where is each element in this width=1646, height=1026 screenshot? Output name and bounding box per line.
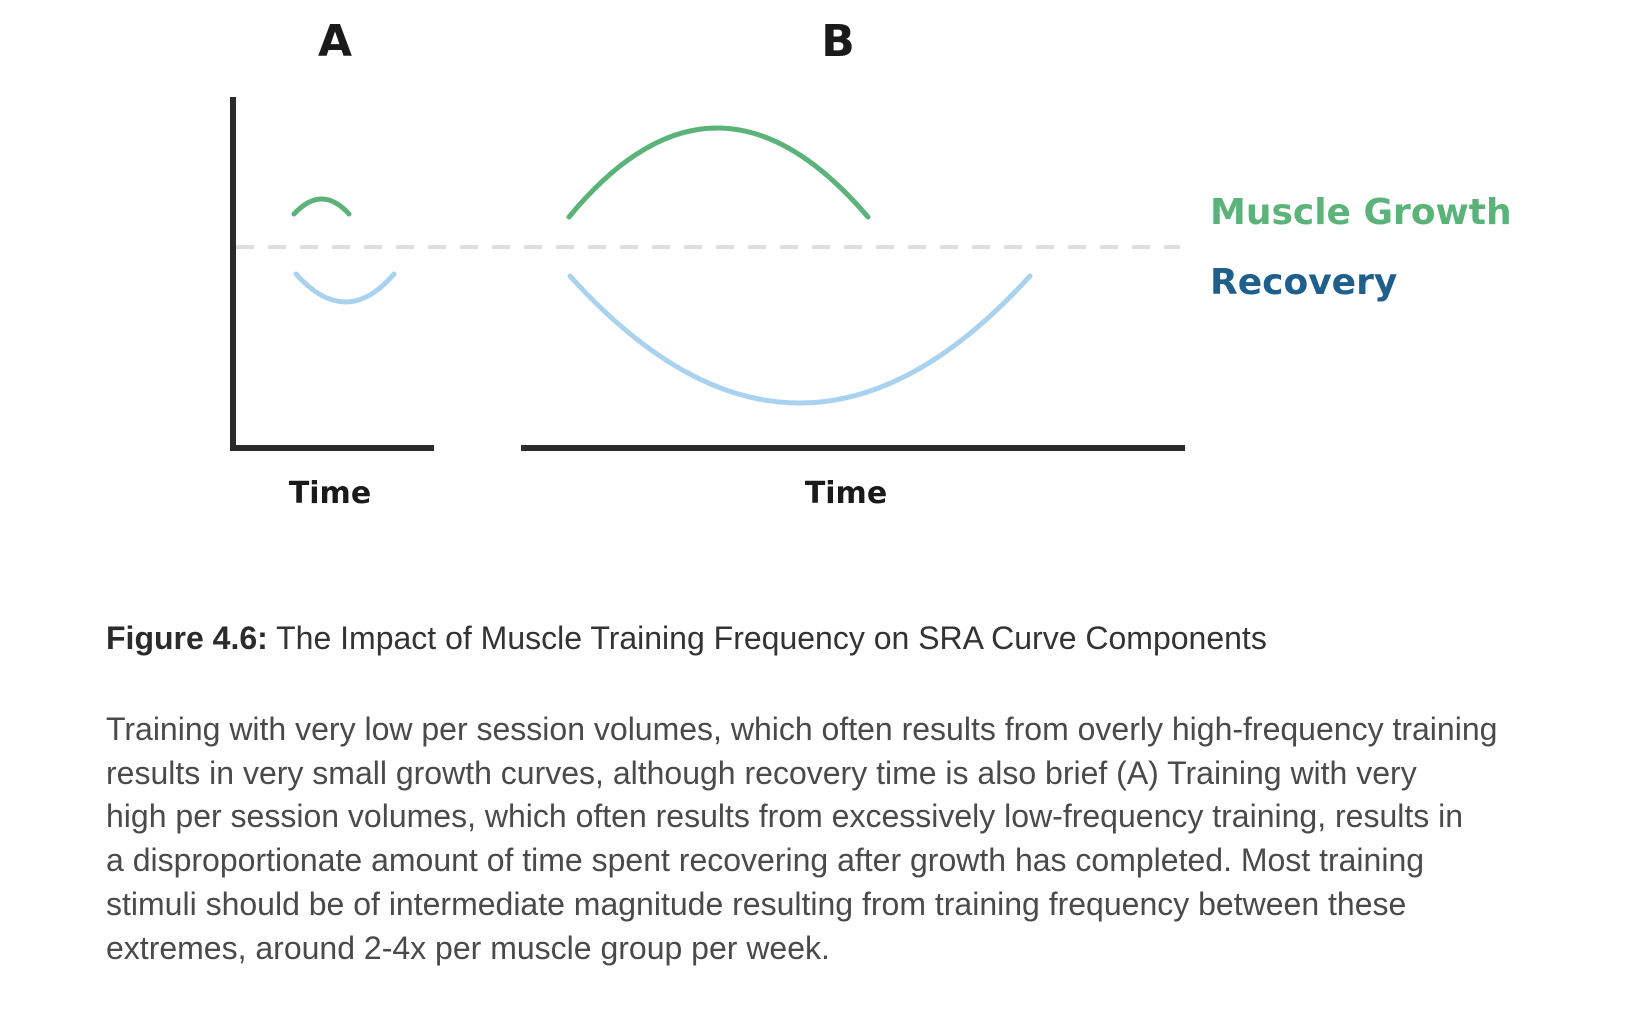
figure-number: Figure 4.6: bbox=[106, 620, 268, 656]
panel-b-recovery-curve bbox=[567, 273, 1033, 406]
panel-a-x-label: Time bbox=[289, 476, 371, 511]
figure-caption: Figure 4.6: The Impact of Muscle Trainin… bbox=[106, 618, 1586, 658]
panel-b-growth-curve bbox=[566, 125, 871, 220]
description-line: high per session volumes, which often re… bbox=[106, 798, 1464, 835]
legend-muscle-growth: Muscle Growth bbox=[1210, 192, 1512, 233]
legend-recovery: Recovery bbox=[1210, 262, 1397, 303]
panel-b-label: B bbox=[821, 16, 855, 67]
description-line: stimuli should be of intermediate magnit… bbox=[106, 885, 1407, 922]
figure-title: The Impact of Muscle Training Frequency … bbox=[276, 620, 1267, 656]
description-line: a disproportionate amount of time spent … bbox=[106, 842, 1425, 879]
description-line: results in very small growth curves, alt… bbox=[106, 754, 1417, 791]
description-line: Training with very low per session volum… bbox=[106, 711, 1498, 747]
panel-a-axes bbox=[230, 97, 434, 451]
panel-a-label: A bbox=[318, 16, 352, 67]
description-line: extremes, around 2-4x per muscle group p… bbox=[106, 929, 830, 966]
figure-description: Training with very low per session volum… bbox=[106, 708, 1586, 970]
panel-b-x-label: Time bbox=[805, 476, 887, 511]
sra-figure: A B Muscle Growth Recovery Time Time bbox=[230, 16, 1512, 511]
panel-a-recovery-curve bbox=[293, 271, 397, 305]
panel-a-growth-curve bbox=[291, 196, 352, 217]
